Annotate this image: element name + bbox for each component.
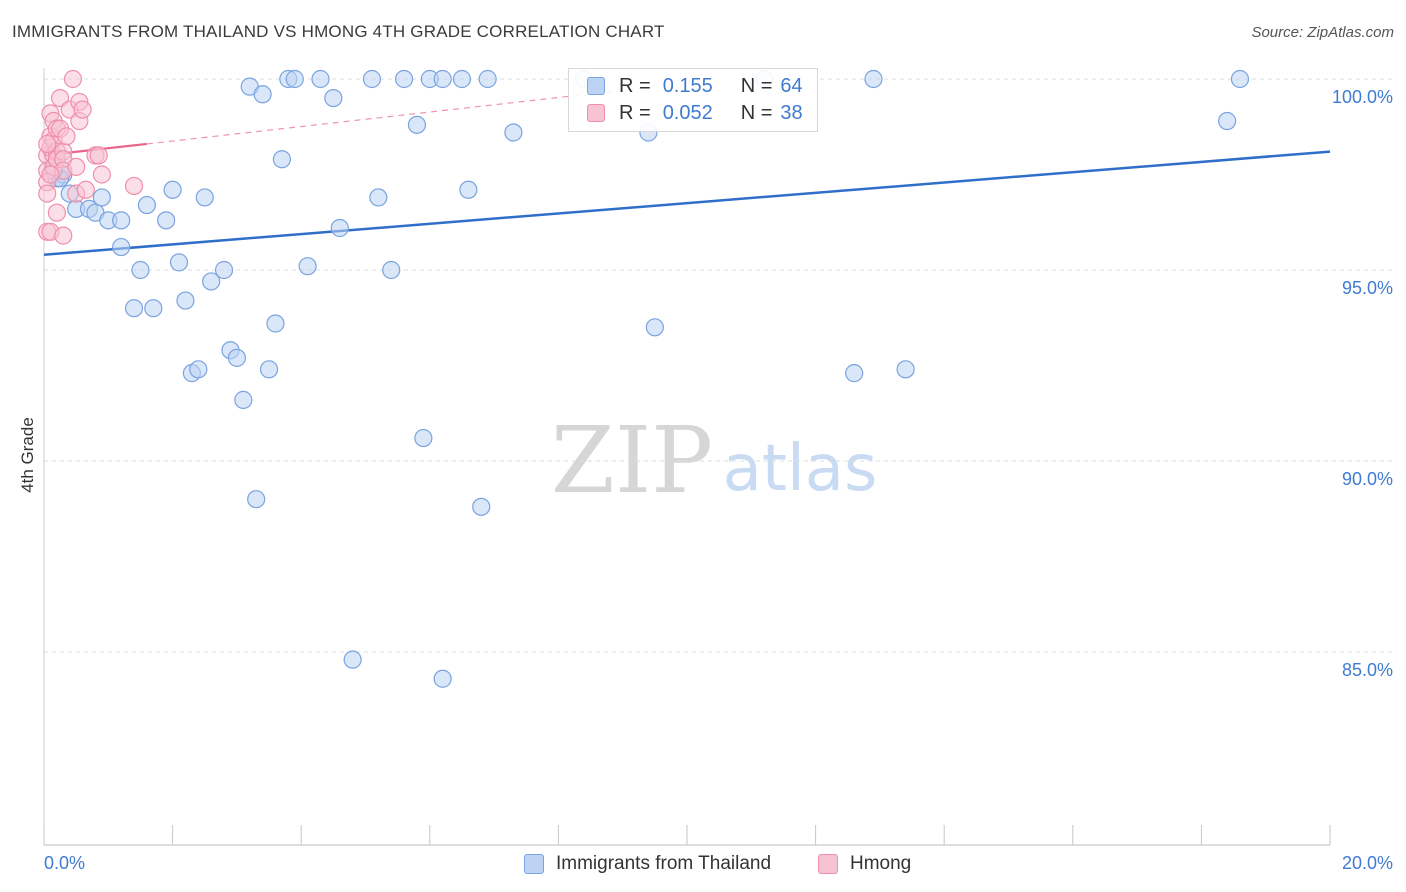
thailand-point (343, 650, 362, 669)
y-tick-label: 90.0% (1342, 469, 1393, 489)
thailand-point (433, 69, 452, 89)
thailand-point (394, 69, 414, 89)
thailand-point (864, 69, 883, 89)
thailand-point (330, 218, 349, 238)
thailand-point (92, 188, 111, 207)
hmong-point (124, 176, 144, 196)
thailand-point (234, 390, 253, 409)
thailand-point (382, 260, 401, 280)
legend-swatch-thailand (587, 77, 605, 95)
thailand-point (259, 360, 279, 379)
hmong-point (41, 165, 60, 184)
legend-r-value-hmong: 0.052 (662, 101, 713, 124)
hmong-point (89, 146, 108, 165)
thailand-point (459, 180, 478, 199)
hmong-point (76, 180, 95, 199)
legend-n-value-thailand: 64 (780, 74, 803, 97)
legend-row-thailand: R = 0.155 N = 64 (587, 74, 803, 98)
bottom-legend-thailand: Immigrants from Thailand (524, 852, 771, 876)
thailand-point (189, 360, 208, 379)
thailand-point (195, 188, 214, 207)
thailand-point (896, 360, 915, 379)
source-label: Source: ZipAtlas.com (1251, 24, 1394, 41)
thailand-point (369, 188, 388, 207)
correlation-legend: R = 0.155 N = 64 R = 0.052 N = 38 (568, 68, 818, 132)
thailand-point (285, 69, 304, 89)
bottom-legend-swatch-thailand (524, 854, 544, 874)
hmong-point (54, 226, 73, 245)
thailand-point (298, 257, 317, 276)
x-tick-label: 0.0% (44, 853, 85, 873)
thailand-point (247, 490, 266, 509)
thailand-point (137, 195, 156, 215)
thailand-point (112, 211, 131, 230)
thailand-point (362, 69, 382, 89)
legend-n-value-hmong: 38 (780, 101, 803, 124)
hmong-trend-extension (146, 86, 655, 145)
thailand-trend-line (43, 150, 1331, 256)
hmong-point (92, 165, 111, 184)
y-tick-label: 100.0% (1332, 87, 1393, 107)
hmong-point (47, 203, 66, 222)
thailand-point (478, 69, 497, 89)
y-tick-label: 95.0% (1342, 278, 1393, 298)
thailand-point (414, 428, 433, 448)
thailand-point (1230, 69, 1250, 89)
thailand-point (504, 123, 523, 142)
thailand-point (433, 669, 452, 688)
legend-r-label: R = (619, 74, 651, 97)
bottom-legend-label-hmong: Hmong (850, 853, 912, 874)
thailand-point (311, 69, 330, 89)
thailand-point (324, 88, 343, 108)
y-tick-label: 85.0% (1342, 660, 1393, 680)
hmong-point (38, 134, 57, 154)
hmong-point (57, 127, 76, 146)
thailand-point (202, 272, 221, 291)
thailand-point (407, 115, 427, 134)
chart-title: IMMIGRANTS FROM THAILAND VS HMONG 4TH GR… (12, 22, 665, 41)
bottom-legend-label-thailand: Immigrants from Thailand (556, 853, 772, 874)
bottom-legend-swatch-hmong (818, 854, 838, 874)
hmong-point (63, 69, 83, 89)
thailand-point (1218, 111, 1237, 131)
thailand-point (112, 237, 131, 257)
thailand-point (452, 69, 472, 89)
thailand-point (845, 364, 864, 383)
thailand-point (176, 291, 195, 310)
thailand-point (266, 314, 285, 333)
thailand-point (253, 85, 272, 104)
legend-r-label: R = (619, 101, 651, 124)
legend-n-label: N = (740, 101, 773, 124)
legend-n-label: N = (740, 74, 773, 97)
hmong-point (38, 184, 57, 203)
thailand-point (214, 260, 234, 280)
thailand-point (645, 318, 664, 337)
thailand-point (169, 253, 189, 272)
watermark-atlas: atlas (723, 432, 878, 506)
thailand-point (144, 299, 163, 318)
legend-row-hmong: R = 0.052 N = 38 (587, 101, 803, 125)
hmong-point (73, 100, 92, 119)
legend-swatch-hmong (587, 104, 605, 122)
thailand-point (163, 180, 182, 199)
thailand-point (272, 150, 292, 169)
hmong-point (67, 157, 86, 176)
thailand-point (227, 348, 246, 367)
x-tick-label: 20.0% (1342, 853, 1393, 873)
thailand-point (157, 211, 176, 230)
thailand-point (131, 260, 150, 280)
bottom-legend-hmong: Hmong (818, 852, 911, 876)
thailand-point (472, 497, 491, 516)
thailand-point (124, 299, 144, 318)
legend-r-value-thailand: 0.155 (662, 74, 713, 97)
